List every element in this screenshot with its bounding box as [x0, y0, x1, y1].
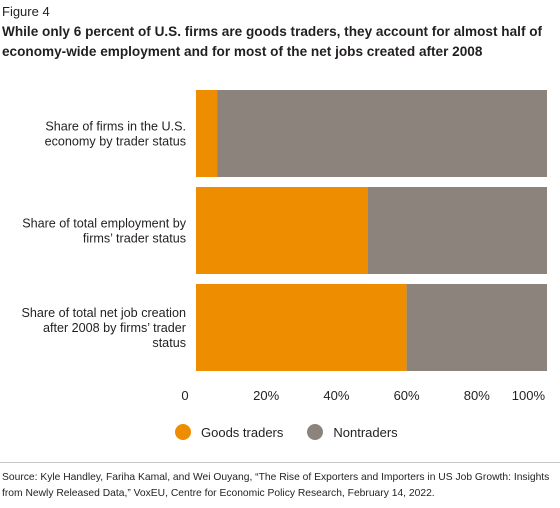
bar-goods-traders-1 — [196, 187, 368, 274]
x-tick-label-3: 60% — [394, 388, 420, 403]
bar-nontraders-1 — [367, 187, 547, 274]
legend-swatch-goods-traders — [175, 424, 191, 440]
legend-label-goods-traders: Goods traders — [201, 424, 284, 440]
source-note: Source: Kyle Handley, Fariha Kamal, and … — [2, 472, 550, 499]
category-label-2: Share of total net job creation after 200… — [21, 306, 186, 350]
category-label-1: Share of total employment by firms’ trade… — [22, 217, 187, 246]
x-tick-label-0: 0 — [181, 388, 188, 403]
legend-label-nontraders: Nontraders — [333, 424, 398, 440]
x-tick-label-4: 80% — [464, 388, 490, 403]
bar-goods-traders-2 — [196, 284, 407, 371]
legend-item-goods-traders: Goods traders — [175, 424, 283, 440]
x-tick-label-1: 20% — [253, 388, 279, 403]
chart-title: While only 6 percent of U.S. firms are g… — [2, 24, 543, 59]
divider — [0, 462, 560, 463]
bar-goods-traders-0 — [196, 90, 218, 177]
category-label-0: Share of firms in the U.S. economy by tra… — [45, 120, 186, 149]
bar-nontraders-2 — [406, 284, 547, 371]
figure-label: Figure 4 — [2, 4, 50, 19]
legend-item-nontraders: Nontraders — [307, 424, 398, 440]
x-tick-label-5: 100% — [512, 388, 546, 403]
chart-area: Share of firms in the U.S. economy by tra… — [21, 90, 547, 403]
chart-legend: Goods traders Nontraders — [175, 424, 422, 440]
legend-swatch-nontraders — [307, 424, 324, 440]
bar-nontraders-0 — [217, 90, 547, 177]
x-tick-label-2: 40% — [323, 388, 349, 403]
